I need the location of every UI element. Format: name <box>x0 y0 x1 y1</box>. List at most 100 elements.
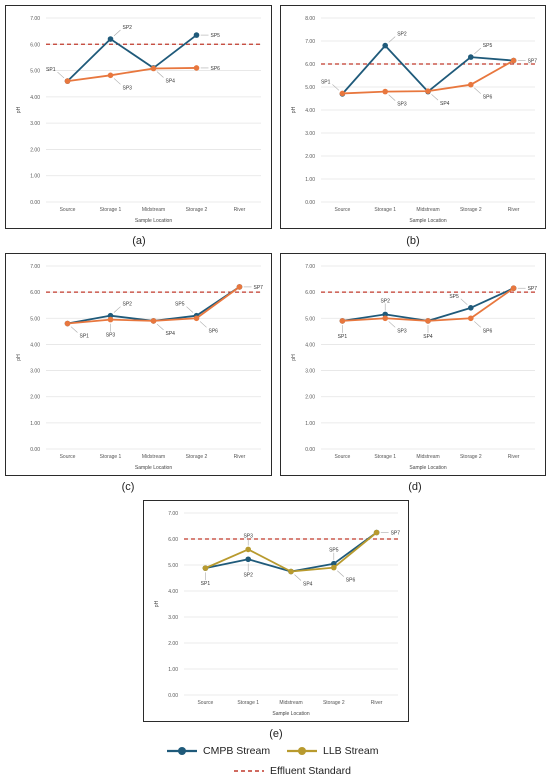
annotation-leader <box>337 570 345 577</box>
legend-label-cmpb: CMPB Stream <box>203 745 271 757</box>
x-tick-label: Storage 1 <box>100 207 122 213</box>
y-axis-title: pH <box>154 600 160 607</box>
annotation-label: SP7 <box>254 285 264 291</box>
y-tick-label: 0.00 <box>30 200 40 206</box>
annotation-label: SP2 <box>380 298 390 304</box>
annotation-leader <box>431 94 439 101</box>
x-tick-label: Midstream <box>142 454 165 460</box>
legend-marker-cmpb <box>178 747 186 755</box>
annotation-leader <box>113 29 121 37</box>
y-axis-title: pH <box>291 354 297 361</box>
y-tick-label: 4.00 <box>30 342 40 348</box>
x-axis-title: Sample Location <box>409 465 446 471</box>
x-tick-label: Storage 1 <box>374 454 396 460</box>
annotation-label: SP4 <box>423 334 433 340</box>
y-tick-label: 7.00 <box>30 264 40 270</box>
y-tick-label: 6.00 <box>305 62 315 68</box>
chart-svg-d: 0.00 1.00 2.00 3.00 4.00 5.00 6.00 7.00 Source St… <box>291 264 537 471</box>
x-tick-label: Storage 1 <box>374 207 396 213</box>
annotation-leader <box>70 326 78 333</box>
y-tick-label: 2.00 <box>168 641 178 647</box>
data-point-llb <box>331 564 337 571</box>
annotation-label: SP7 <box>391 531 401 537</box>
chart-svg-b: 0.00 1.00 2.00 3.00 4.00 5.00 6.00 7.00 8.00 Sour… <box>291 16 538 224</box>
y-tick-label: 5.00 <box>305 316 315 322</box>
chart-svg-a: 0.00 1.00 2.00 3.00 4.00 5.00 6.00 7.00 Source St… <box>16 16 261 224</box>
y-tick-label: 2.00 <box>305 154 315 160</box>
data-point-llb <box>468 81 474 88</box>
x-tick-label: River <box>508 207 520 213</box>
y-tick-label: 3.00 <box>168 615 178 621</box>
data-point-llb <box>150 65 157 72</box>
x-tick-label: Midstream <box>279 700 302 706</box>
chart-caption-c: (c) <box>121 481 135 493</box>
data-point-llb <box>382 88 388 95</box>
annotation-leader <box>113 306 121 313</box>
y-tick-label: 5.00 <box>168 563 178 569</box>
legend-swatch-effluent <box>234 770 264 772</box>
y-tick-label: 0.00 <box>168 693 178 699</box>
y-tick-label: 5.00 <box>30 316 40 322</box>
annotation-label: SP5 <box>449 294 459 300</box>
annotation-leader <box>388 321 396 328</box>
data-point-cmpb <box>193 32 200 38</box>
x-tick-label: Source <box>60 207 76 213</box>
y-tick-label: 7.00 <box>305 39 315 45</box>
x-tick-label: Storage 1 <box>237 700 259 706</box>
data-point-cmpb <box>468 305 474 311</box>
annotation-label: SP6 <box>346 578 356 584</box>
y-tick-label: 4.00 <box>305 108 315 114</box>
y-axis-title: pH <box>16 106 22 113</box>
annotation-label: SP1 <box>321 79 331 85</box>
x-axis-title: Sample Location <box>409 218 446 224</box>
data-point-llb <box>236 284 243 290</box>
data-point-llb <box>425 88 431 94</box>
y-tick-label: 0.00 <box>305 200 315 206</box>
chart-svg-c: 0.00 1.00 2.00 3.00 4.00 5.00 6.00 7.00 Source St… <box>16 264 264 471</box>
y-tick-label: 3.00 <box>305 369 315 375</box>
chart-panel-d: 0.00 1.00 2.00 3.00 4.00 5.00 6.00 7.00 Source St… <box>280 253 546 476</box>
x-tick-label: Midstream <box>142 207 165 213</box>
legend-item-llb: LLB Stream <box>287 745 378 757</box>
annotation-leader <box>474 321 482 328</box>
x-axis-title: Sample Location <box>135 218 172 224</box>
annotation-leader <box>474 47 482 55</box>
annotation-label: SP5 <box>175 302 185 308</box>
data-point-llb <box>288 568 294 575</box>
chart-caption-d: (d) <box>408 481 422 493</box>
y-axis-title: pH <box>291 106 297 113</box>
y-tick-label: 6.00 <box>30 42 40 48</box>
annotation-label: SP7 <box>528 59 538 65</box>
annotation-label: SP6 <box>483 95 493 101</box>
y-tick-label: 3.00 <box>30 369 40 375</box>
annotation-label: SP4 <box>303 582 313 588</box>
data-point-cmpb <box>107 312 114 319</box>
annotation-label: SP1 <box>201 581 211 587</box>
y-tick-label: 1.00 <box>305 177 315 183</box>
data-point-llb <box>64 78 71 84</box>
data-point-llb <box>245 546 251 553</box>
data-point-cmpb <box>382 311 388 318</box>
annotation-label: SP3 <box>397 328 407 334</box>
legend-item-cmpb: CMPB Stream <box>167 745 270 757</box>
x-tick-label: Source <box>334 207 350 213</box>
x-axis-title: Sample Location <box>135 465 172 471</box>
series-line-llb <box>67 67 197 82</box>
data-point-llb <box>107 72 114 79</box>
series-line-cmpb <box>66 34 198 82</box>
data-point-llb <box>425 318 431 324</box>
x-tick-label: Storage 2 <box>460 207 482 213</box>
y-tick-label: 2.00 <box>30 147 40 153</box>
y-tick-label: 4.00 <box>30 95 40 101</box>
data-point-cmpb <box>382 42 388 49</box>
data-point-llb <box>339 318 346 324</box>
chart-caption-b: (b) <box>406 235 420 247</box>
x-tick-label: Storage 2 <box>460 454 482 460</box>
data-point-llb <box>150 318 157 324</box>
chart-panel-c: 0.00 1.00 2.00 3.00 4.00 5.00 6.00 7.00 Source St… <box>5 253 272 476</box>
y-tick-label: 5.00 <box>305 85 315 91</box>
y-tick-label: 2.00 <box>305 395 315 401</box>
annotation-label: SP3 <box>123 85 133 91</box>
annotation-label: SP4 <box>166 331 176 337</box>
chart-caption-e: (e) <box>269 728 283 740</box>
